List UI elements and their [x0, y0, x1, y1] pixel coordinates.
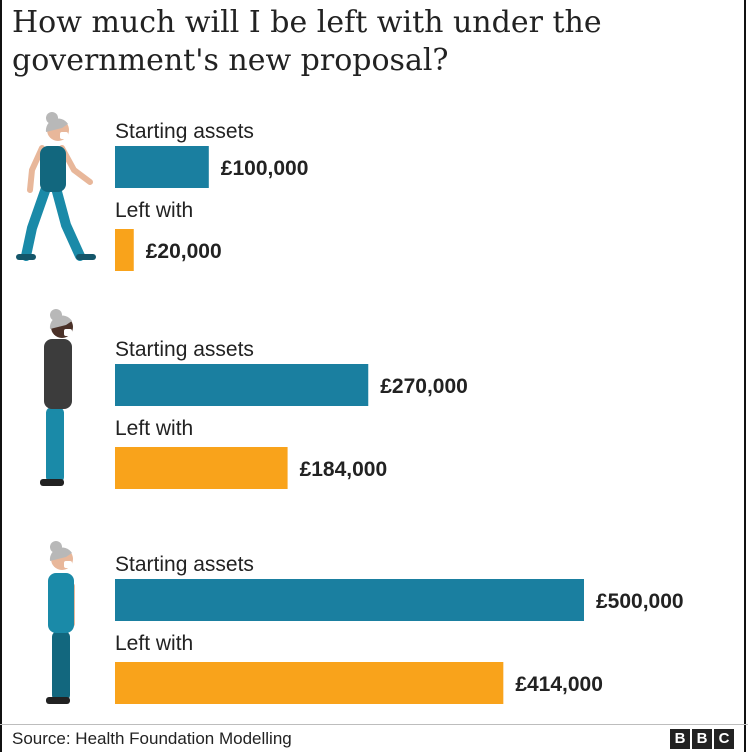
bbc-logo-letter: B	[692, 729, 712, 749]
data-label: £100,000	[221, 157, 309, 180]
bar	[115, 229, 134, 271]
data-label: £500,000	[596, 590, 684, 613]
bar	[115, 146, 209, 188]
bar	[115, 447, 288, 489]
bar	[115, 579, 584, 621]
person-icon	[40, 309, 73, 486]
person-icon	[46, 541, 75, 704]
series-label: Left with	[115, 417, 193, 440]
bbc-logo: B B C	[670, 729, 734, 749]
person-leg	[52, 631, 70, 701]
series-label: Starting assets	[115, 553, 254, 576]
series-label: Left with	[115, 199, 193, 222]
chart-title: How much will I be left with under the g…	[12, 5, 602, 78]
person-arm	[59, 145, 93, 185]
person-shoe	[40, 479, 64, 486]
person-mask	[64, 561, 72, 568]
person-hair-bun	[46, 112, 58, 124]
bar-chart: Starting assets £100,000 Left with £20,000 S…	[16, 112, 684, 704]
person-mask	[60, 132, 68, 139]
data-label: £270,000	[380, 375, 468, 398]
data-label: £20,000	[146, 240, 222, 263]
person-torso	[44, 339, 72, 409]
person-icon	[16, 112, 96, 261]
person-arm	[27, 145, 45, 193]
person-hair-bun	[50, 541, 62, 553]
series-label: Starting assets	[115, 338, 254, 361]
source-note: Source: Health Foundation Modelling	[12, 729, 292, 748]
footer-divider	[0, 724, 748, 725]
bbc-logo-letter: C	[714, 729, 734, 749]
person-torso	[48, 573, 74, 633]
person-shoe	[46, 697, 70, 704]
person-mask	[64, 329, 72, 336]
person-torso	[40, 146, 66, 192]
series-label: Left with	[115, 632, 193, 655]
person-shoe	[16, 254, 36, 260]
data-label: £184,000	[300, 458, 388, 481]
person-shoe	[76, 254, 96, 260]
data-label: £414,000	[515, 673, 603, 696]
bbc-logo-letter: B	[670, 729, 690, 749]
person-leg	[51, 183, 85, 261]
person-hair-bun	[50, 309, 62, 321]
person-leg	[46, 407, 64, 483]
series-label: Starting assets	[115, 120, 254, 143]
bar	[115, 364, 369, 406]
bar	[115, 662, 504, 704]
person-leg	[21, 183, 51, 261]
